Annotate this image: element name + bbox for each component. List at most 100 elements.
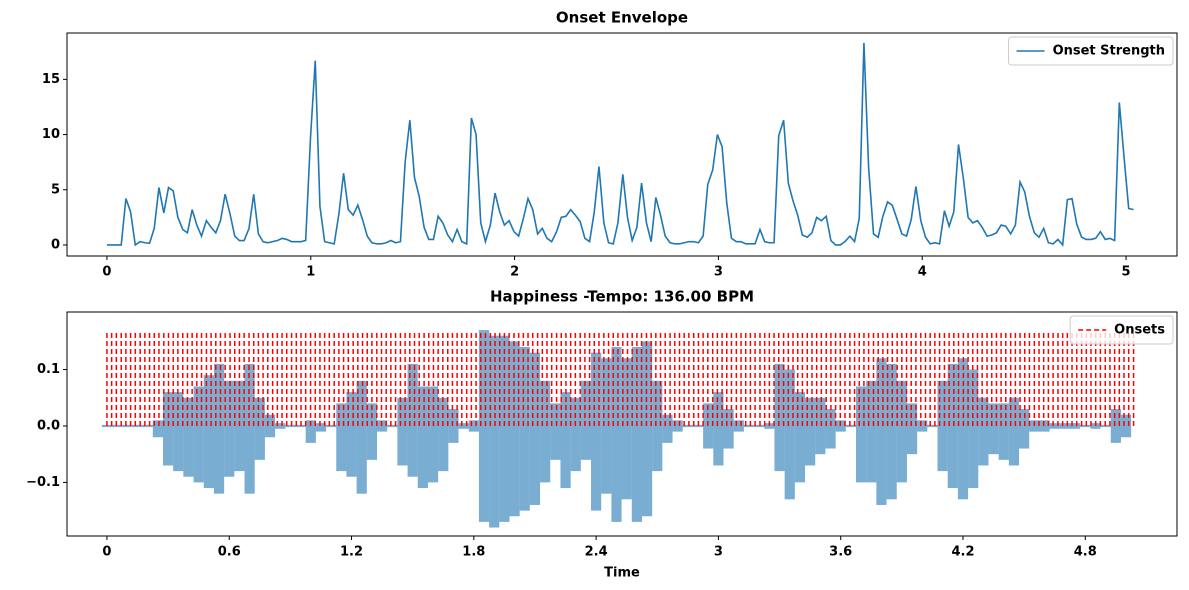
- waveform-slice: [1059, 423, 1070, 429]
- waveform-slice: [478, 330, 490, 522]
- waveform-slice: [591, 352, 602, 511]
- waveform-slice: [509, 341, 520, 517]
- waveform-slice: [132, 424, 143, 428]
- waveform-slice: [326, 424, 337, 428]
- waveform-slice: [937, 380, 948, 472]
- axes-frame: [66, 311, 1178, 537]
- waveform-slice: [570, 397, 581, 472]
- waveform-slice: [448, 409, 459, 443]
- x-tick-label: 4: [918, 265, 927, 280]
- waveform-slice: [1110, 409, 1121, 443]
- subplot: Happiness -Tempo: 136.00 BPM 0 0.6 1.2 1.8 2.…: [26, 288, 1178, 581]
- waveform-slice: [998, 403, 1009, 460]
- waveform-slice: [662, 414, 673, 443]
- x-tick-label: 0: [102, 265, 111, 280]
- waveform-slice: [815, 397, 826, 455]
- waveform-slice: [224, 380, 235, 477]
- waveform-slice: [285, 424, 296, 428]
- waveform-slice: [356, 380, 367, 494]
- y-tick-label: −0.1: [26, 475, 60, 490]
- waveform-slice: [988, 403, 999, 455]
- waveform-slice: [438, 397, 449, 472]
- waveform-slice: [264, 414, 276, 438]
- waveform-slice: [550, 403, 561, 460]
- x-tick-label: 1.2: [340, 545, 363, 560]
- waveform-slice: [152, 420, 163, 438]
- legend-label: Onset Strength: [1053, 44, 1165, 59]
- x-axis-label: Time: [604, 566, 640, 581]
- axes-frame: [66, 32, 1178, 257]
- x-tick-label: 0.6: [218, 545, 241, 560]
- waveform-slice: [458, 423, 469, 429]
- waveform-slice: [641, 341, 653, 517]
- waveform-slice: [254, 397, 265, 460]
- waveform-slice: [275, 423, 286, 429]
- x-tick-label: 4.8: [1074, 545, 1097, 560]
- waveform-slice: [529, 352, 541, 505]
- waveform-slice: [723, 409, 734, 449]
- y-tick-label: 0.1: [37, 362, 60, 377]
- waveform-slice: [927, 424, 938, 428]
- legend-label: Onsets: [1114, 323, 1165, 338]
- waveform-slice: [366, 403, 378, 460]
- x-tick-label: 1.8: [462, 545, 485, 560]
- waveform-slice: [906, 403, 918, 455]
- plot-area: [67, 33, 1177, 256]
- waveform-slice: [682, 424, 693, 428]
- waveform-slice: [1049, 423, 1060, 429]
- waveform-slice: [203, 375, 214, 489]
- waveform-slice: [784, 369, 795, 500]
- waveform-slice: [499, 335, 510, 522]
- chart-title: Happiness -Tempo: 136.00 BPM: [490, 288, 754, 306]
- waveform-slice: [305, 420, 316, 443]
- waveform-slice: [794, 392, 806, 483]
- waveform-slice: [968, 369, 979, 489]
- waveform-slice: [193, 386, 204, 483]
- waveform-slice: [1008, 397, 1020, 466]
- waveform-slice: [978, 397, 989, 466]
- waveform-slice: [713, 392, 724, 466]
- legend-box: [1008, 36, 1174, 66]
- waveform-slice: [1039, 420, 1050, 432]
- waveform-slice: [774, 363, 785, 472]
- waveform-slice: [855, 386, 867, 483]
- legend: Onsets: [1069, 315, 1174, 345]
- waveform-slice: [876, 358, 887, 505]
- waveform-slice: [733, 420, 744, 432]
- waveform-slice: [468, 420, 479, 432]
- waveform-slice: [1069, 423, 1081, 429]
- waveform-slice: [244, 363, 255, 494]
- waveform-slice: [162, 392, 174, 466]
- x-tick-label: 5: [1122, 265, 1131, 280]
- waveform-slice: [652, 380, 663, 472]
- x-tick-label: 4.2: [951, 545, 974, 560]
- waveform-slice: [611, 346, 622, 522]
- waveform-slice: [580, 380, 592, 460]
- waveform-slice: [346, 392, 357, 477]
- x-tick-label: 0: [102, 545, 111, 560]
- waveform-slice: [183, 397, 194, 477]
- y-tick-label: 5: [51, 182, 60, 197]
- waveform-slice: [173, 392, 184, 472]
- x-tick-label: 3: [714, 265, 723, 280]
- waveform-slice: [896, 380, 907, 483]
- waveform-slice: [845, 424, 856, 428]
- x-tick-label: 2.4: [585, 545, 608, 560]
- waveform-slice: [825, 409, 836, 449]
- waveform-slice: [1120, 414, 1132, 438]
- y-tick-label: 15: [42, 72, 60, 87]
- waveform-slice: [112, 424, 123, 428]
- waveform-slice: [805, 397, 816, 466]
- subplot: Onset Envelope 0 1 2 3 4 5 0 5 10 15 Onset Strength: [42, 9, 1178, 280]
- waveform-slice: [672, 420, 683, 432]
- x-tick-label: 3: [714, 545, 723, 560]
- line-series: [106, 42, 1134, 247]
- waveform-slice: [1019, 409, 1030, 449]
- waveform-slice: [213, 363, 225, 494]
- waveform-slice: [489, 335, 500, 528]
- waveform-slice: [397, 397, 408, 466]
- y-tick-label: 0: [51, 237, 60, 252]
- waveform-slice: [631, 346, 642, 522]
- waveform-slice: [540, 380, 551, 483]
